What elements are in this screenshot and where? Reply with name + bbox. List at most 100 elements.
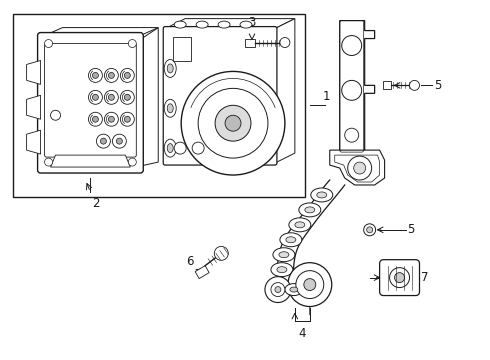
Circle shape — [93, 94, 98, 100]
Circle shape — [121, 90, 134, 104]
Circle shape — [348, 156, 371, 180]
FancyBboxPatch shape — [45, 44, 136, 157]
Text: 5: 5 — [408, 223, 415, 236]
Polygon shape — [340, 21, 375, 155]
Circle shape — [108, 116, 114, 122]
Circle shape — [275, 287, 281, 293]
Circle shape — [410, 80, 419, 90]
Ellipse shape — [271, 263, 293, 276]
Circle shape — [50, 110, 61, 120]
Circle shape — [265, 276, 291, 302]
Circle shape — [271, 283, 285, 297]
Circle shape — [108, 72, 114, 78]
Polygon shape — [26, 95, 41, 119]
Ellipse shape — [289, 218, 311, 232]
Ellipse shape — [273, 248, 295, 262]
Ellipse shape — [218, 21, 230, 28]
Circle shape — [104, 68, 119, 82]
Circle shape — [104, 90, 119, 104]
Circle shape — [89, 112, 102, 126]
Circle shape — [215, 105, 251, 141]
FancyBboxPatch shape — [380, 260, 419, 296]
Polygon shape — [26, 130, 41, 154]
Circle shape — [214, 246, 228, 260]
Circle shape — [93, 72, 98, 78]
Ellipse shape — [290, 287, 298, 292]
Ellipse shape — [280, 233, 302, 247]
Ellipse shape — [174, 21, 186, 28]
Polygon shape — [195, 266, 209, 279]
Polygon shape — [26, 60, 41, 84]
Ellipse shape — [305, 207, 315, 213]
Ellipse shape — [167, 64, 173, 73]
Bar — [383, 81, 391, 89]
Ellipse shape — [240, 21, 252, 28]
Circle shape — [181, 71, 285, 175]
Circle shape — [390, 268, 410, 288]
Text: 2: 2 — [92, 197, 99, 210]
Ellipse shape — [299, 203, 321, 217]
Text: 1: 1 — [323, 90, 330, 103]
Circle shape — [89, 90, 102, 104]
Ellipse shape — [286, 237, 296, 243]
Circle shape — [128, 158, 136, 166]
Text: 3: 3 — [248, 15, 256, 28]
Circle shape — [354, 162, 366, 174]
Polygon shape — [165, 19, 295, 28]
Circle shape — [280, 37, 290, 48]
Circle shape — [121, 68, 134, 82]
Ellipse shape — [311, 188, 333, 202]
Circle shape — [296, 271, 324, 298]
Circle shape — [192, 142, 204, 154]
Ellipse shape — [317, 192, 327, 198]
Ellipse shape — [279, 252, 289, 258]
Circle shape — [174, 142, 186, 154]
Text: 5: 5 — [435, 79, 442, 92]
Text: 6: 6 — [186, 255, 194, 268]
Ellipse shape — [277, 267, 287, 273]
Ellipse shape — [164, 59, 176, 77]
FancyBboxPatch shape — [163, 27, 277, 165]
Circle shape — [342, 36, 362, 55]
Ellipse shape — [285, 284, 303, 296]
Circle shape — [198, 88, 268, 158]
Circle shape — [345, 128, 359, 142]
Ellipse shape — [295, 222, 305, 228]
Polygon shape — [50, 155, 130, 167]
Circle shape — [364, 224, 376, 236]
Bar — [245, 39, 255, 46]
Circle shape — [45, 40, 52, 48]
FancyBboxPatch shape — [38, 32, 143, 173]
Circle shape — [124, 94, 130, 100]
Circle shape — [89, 68, 102, 82]
Circle shape — [128, 40, 136, 48]
Circle shape — [100, 138, 106, 144]
Circle shape — [342, 80, 362, 100]
Circle shape — [304, 279, 316, 291]
Polygon shape — [275, 19, 295, 163]
Circle shape — [108, 94, 114, 100]
Ellipse shape — [167, 104, 173, 113]
Ellipse shape — [196, 21, 208, 28]
Ellipse shape — [164, 139, 176, 157]
Circle shape — [121, 112, 134, 126]
Polygon shape — [330, 150, 385, 185]
Circle shape — [112, 134, 126, 148]
Circle shape — [97, 134, 110, 148]
Polygon shape — [140, 28, 158, 166]
Polygon shape — [278, 180, 345, 280]
Ellipse shape — [164, 99, 176, 117]
Circle shape — [367, 227, 372, 233]
Polygon shape — [45, 28, 158, 36]
Circle shape — [288, 263, 332, 306]
Circle shape — [93, 116, 98, 122]
Circle shape — [104, 112, 119, 126]
Circle shape — [116, 138, 122, 144]
Circle shape — [124, 116, 130, 122]
Text: 4: 4 — [298, 328, 306, 341]
Circle shape — [394, 273, 405, 283]
Bar — [13, 14, 305, 197]
Circle shape — [225, 115, 241, 131]
Circle shape — [45, 158, 52, 166]
Circle shape — [124, 72, 130, 78]
